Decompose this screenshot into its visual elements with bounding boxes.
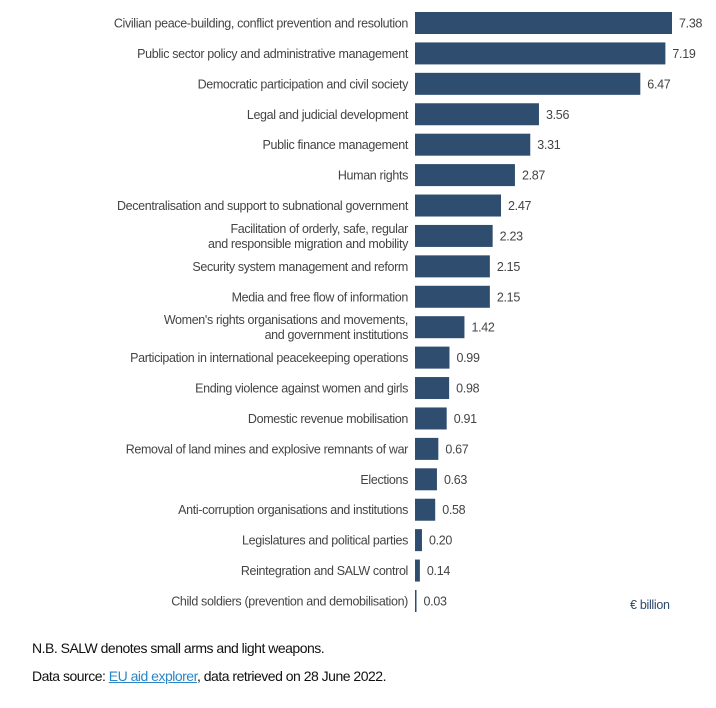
bar — [415, 407, 447, 430]
value-label: 0.03 — [424, 594, 447, 608]
bar — [415, 224, 493, 247]
unit-label: € billion — [630, 598, 670, 612]
bar — [415, 12, 672, 34]
value-label: 2.87 — [522, 169, 545, 183]
value-label: 0.67 — [445, 442, 468, 456]
bar — [415, 42, 666, 65]
bar — [415, 437, 439, 460]
value-label: 2.23 — [500, 229, 523, 243]
value-label: 0.58 — [442, 503, 465, 517]
bar — [415, 72, 641, 95]
bar — [415, 133, 531, 156]
category-label: Decentralisation and support to subnatio… — [117, 199, 409, 213]
category-label: Domestic revenue mobilisation — [248, 412, 408, 426]
category-label: Human rights — [338, 169, 408, 183]
value-label: 0.98 — [456, 382, 479, 396]
value-label: 7.38 — [679, 17, 702, 31]
value-label: 0.99 — [456, 351, 479, 365]
bar — [415, 285, 490, 308]
category-label: Women's rights organisations and movemen… — [164, 313, 408, 327]
bar — [415, 194, 502, 217]
value-label: 0.91 — [454, 412, 477, 426]
bar — [415, 316, 465, 339]
bar — [415, 559, 420, 582]
category-label: Public sector policy and administrative … — [137, 47, 409, 61]
footnote: N.B. SALW denotes small arms and light w… — [32, 640, 325, 656]
category-label: Media and free flow of information — [232, 290, 409, 304]
eu-aid-explorer-link[interactable]: EU aid explorer — [108, 668, 198, 684]
bar — [415, 377, 450, 400]
category-label: Civilian peace-building, conflict preven… — [114, 17, 409, 31]
category-label: Anti-corruption organisations and instit… — [178, 503, 408, 517]
value-label: 2.15 — [497, 290, 520, 304]
bar — [415, 589, 417, 612]
bar — [415, 164, 515, 187]
value-label: 0.20 — [429, 534, 452, 548]
category-label: Elections — [360, 473, 408, 487]
bar-chart: Civilian peace-building, conflict preven… — [114, 12, 703, 612]
category-label: Participation in international peacekeep… — [130, 351, 408, 365]
bar — [415, 468, 437, 491]
category-label: Child soldiers (prevention and demobilis… — [171, 594, 408, 608]
bar — [415, 346, 450, 369]
value-label: 6.47 — [647, 77, 670, 91]
value-label: 0.63 — [444, 473, 467, 487]
source-suffix: , data retrieved on 28 June 2022. — [196, 668, 386, 684]
source-prefix: Data source: — [32, 668, 109, 684]
category-label: and responsible migration and mobility — [208, 237, 409, 251]
value-label: 2.47 — [508, 199, 531, 213]
value-label: 2.15 — [497, 260, 520, 274]
value-label: 0.14 — [427, 564, 450, 578]
value-label: 3.31 — [537, 138, 560, 152]
category-label: Security system management and reform — [192, 260, 408, 274]
category-label: Democratic participation and civil socie… — [198, 77, 409, 91]
value-label: 7.19 — [672, 47, 695, 61]
category-label: Facilitation of orderly, safe, regular — [230, 222, 408, 236]
bar — [415, 255, 490, 278]
bar — [415, 529, 422, 552]
category-label: Legislatures and political parties — [242, 534, 408, 548]
category-label: Removal of land mines and explosive remn… — [126, 442, 408, 456]
category-label: Ending violence against women and girls — [195, 382, 408, 396]
category-label: Legal and judicial development — [247, 108, 409, 122]
bar — [415, 103, 539, 126]
value-label: 1.42 — [471, 321, 494, 335]
category-label: and government institutions — [265, 328, 409, 342]
category-label: Public finance management — [262, 138, 408, 152]
bar — [415, 498, 436, 521]
category-label: Reintegration and SALW control — [241, 564, 408, 578]
data-source: Data source: EU aid explorer, data retri… — [32, 668, 386, 684]
value-label: 3.56 — [546, 108, 569, 122]
